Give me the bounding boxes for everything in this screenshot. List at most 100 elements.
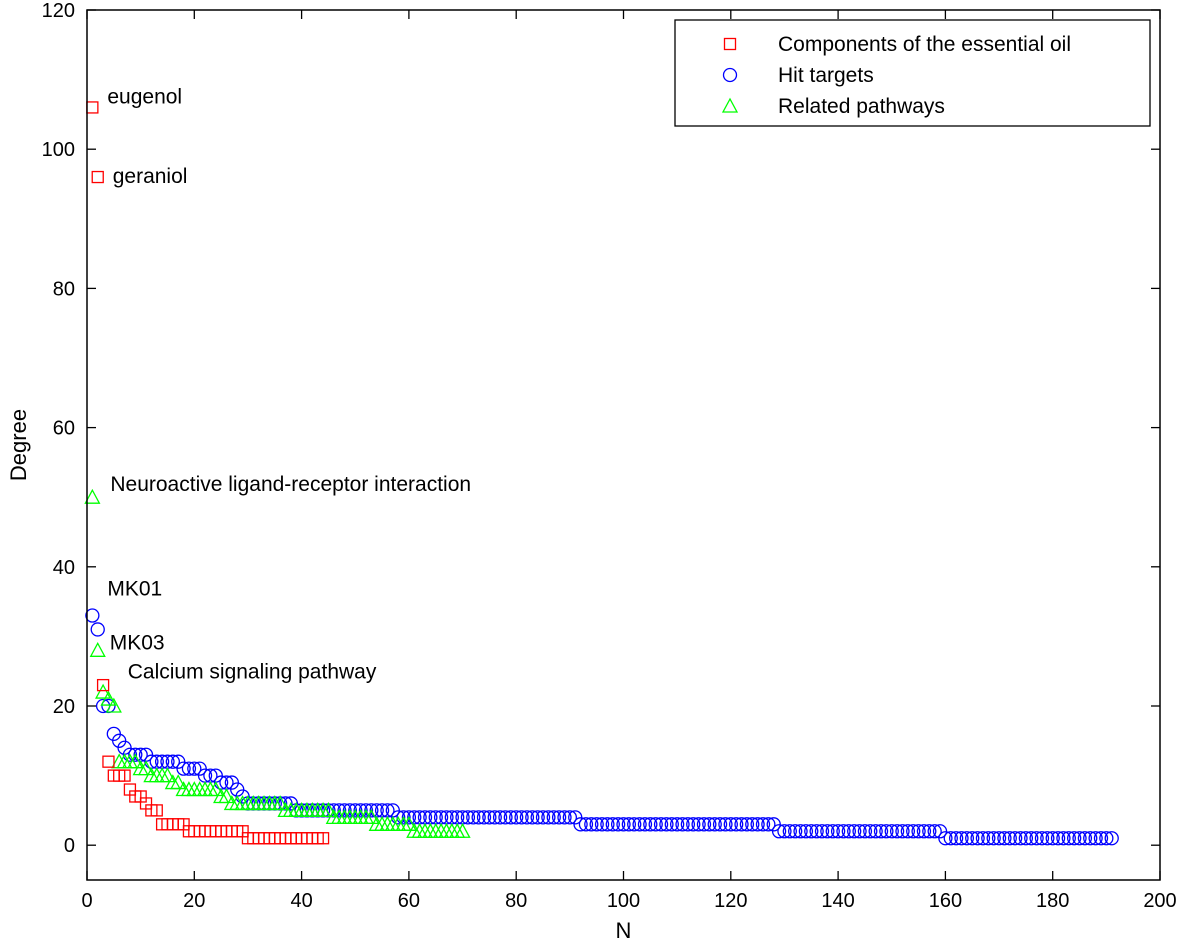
data-point: [825, 824, 840, 839]
data-point: [535, 810, 551, 825]
data-point: [965, 831, 980, 846]
data-point: [820, 824, 835, 839]
data-point: [906, 824, 921, 839]
data-point: [857, 824, 873, 839]
axis-ticks: 0 20 40 60 80 100 120 140 160 180 200 0 20 40 60 80 100 1…: [42, 0, 1177, 912]
data-point: [954, 831, 969, 846]
annotation-label: geraniol: [113, 165, 188, 188]
data-point: [127, 753, 144, 769]
annotation-label: MK03: [110, 631, 165, 654]
data-point: [621, 817, 637, 832]
data-point: [895, 824, 910, 839]
y-tick-label: 80: [53, 278, 75, 300]
data-point: [391, 810, 406, 825]
x-tick-label: 200: [1143, 890, 1176, 912]
y-axis-label: Degree: [6, 409, 31, 481]
data-point: [836, 824, 851, 839]
data-point: [95, 683, 112, 699]
y-tick-label: 20: [53, 696, 75, 718]
data-point: [943, 831, 958, 846]
data-point: [814, 824, 830, 839]
data-point: [86, 101, 99, 114]
data-point: [696, 817, 712, 832]
data-point: [353, 803, 368, 818]
data-point: [105, 697, 122, 713]
annotations: eugenol geraniol Neuroactive ligand-recept…: [107, 85, 471, 683]
data-point: [509, 810, 524, 825]
data-point: [218, 788, 235, 804]
data-point: [868, 824, 883, 839]
data-point: [755, 817, 771, 832]
data-point: [809, 824, 824, 839]
data-point: [594, 817, 610, 832]
data-point: [927, 824, 942, 839]
data-point: [686, 817, 701, 832]
data-point: [1034, 831, 1050, 846]
x-tick-label: 60: [398, 890, 420, 912]
data-point: [675, 817, 690, 832]
data-point: [562, 810, 577, 825]
data-point: [358, 803, 374, 818]
data-point: [1018, 831, 1034, 846]
data-point: [578, 817, 594, 832]
data-point: [670, 817, 685, 832]
data-point: [137, 760, 155, 776]
data-point: [170, 774, 187, 790]
x-tick-label: 20: [183, 890, 205, 912]
data-point: [1088, 831, 1103, 846]
data-point: [653, 817, 669, 832]
data-point: [793, 824, 808, 839]
data-point: [1104, 831, 1119, 846]
data-point: [847, 824, 862, 839]
data-point: [632, 817, 647, 832]
data-point: [159, 767, 176, 783]
data-point: [605, 817, 620, 832]
data-point: [884, 824, 899, 839]
data-point: [734, 817, 749, 832]
data-point: [396, 810, 411, 825]
data-point: [187, 761, 202, 776]
legend-marker: [723, 37, 737, 51]
data-point: [788, 824, 803, 839]
data-point: [181, 761, 197, 776]
data-point: [739, 817, 755, 832]
data-point: [165, 754, 180, 769]
data-point: [702, 817, 717, 832]
data-point: [900, 824, 915, 839]
data-point: [573, 817, 588, 832]
data-point: [487, 810, 502, 825]
plot-frame: [86, 9, 1161, 881]
data-point: [530, 810, 545, 825]
data-point: [879, 824, 894, 839]
data-point: [981, 831, 996, 846]
x-tick-label: 140: [821, 890, 854, 912]
data-point: [100, 690, 117, 706]
data-point: [207, 781, 224, 797]
data-point: [745, 817, 760, 832]
data-point: [84, 488, 101, 504]
x-tick-label: 40: [290, 890, 312, 912]
legend-label: Components of the essential oil: [778, 33, 1071, 56]
data-point: [118, 769, 131, 782]
data-point: [1099, 831, 1114, 846]
data-point: [482, 810, 497, 825]
data-point: [1050, 831, 1066, 846]
data-point: [89, 641, 106, 657]
data-point: [460, 810, 476, 825]
data-point: [841, 824, 856, 839]
data-point: [916, 824, 932, 839]
data-point: [771, 824, 787, 839]
data-point: [600, 817, 615, 832]
data-point: [320, 802, 337, 818]
data-point: [1077, 831, 1093, 846]
series-triangle: [84, 488, 471, 838]
data-point: [959, 831, 975, 846]
data-point: [863, 824, 878, 839]
data-point: [659, 817, 674, 832]
x-tick-label: 100: [607, 890, 640, 912]
data-point: [712, 817, 728, 832]
data-point: [852, 824, 867, 839]
data-point: [337, 803, 352, 818]
legend-marker: [721, 97, 739, 113]
